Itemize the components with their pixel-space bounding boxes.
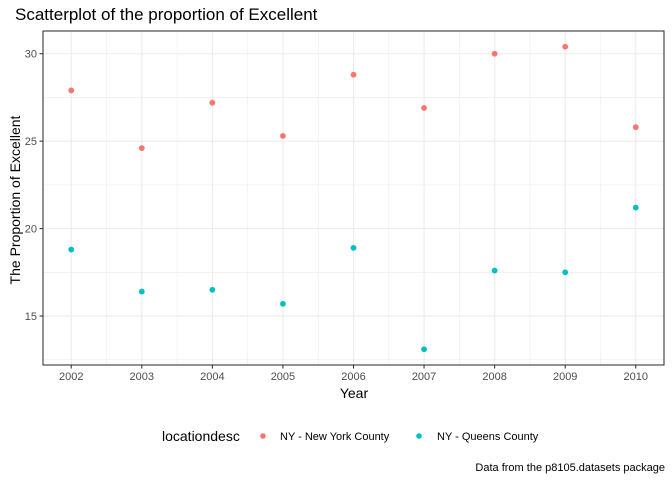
point-queens-county [632, 204, 639, 211]
grid-lines [43, 31, 664, 365]
legend-label-new-york: NY - New York County [280, 431, 390, 443]
point-queens-county [138, 288, 145, 295]
point-queens-county [209, 286, 216, 293]
x-tick-label: 2008 [482, 371, 506, 383]
point-new-york-county [562, 43, 569, 50]
y-tick-label: 15 [25, 311, 37, 323]
y-tick-label: 30 [25, 49, 37, 61]
x-axis: 2002 2003 2004 2005 2006 2007 2008 2009 2010 [59, 365, 648, 383]
point-queens-county [68, 246, 75, 253]
legend-key-new-york [260, 433, 266, 439]
point-queens-county [562, 269, 569, 276]
x-tick-label: 2002 [59, 371, 83, 383]
data-points [68, 43, 639, 353]
x-tick-label: 2007 [412, 371, 436, 383]
legend-title: locationdesc [162, 428, 240, 444]
legend-key-queens [416, 433, 422, 439]
point-queens-county [350, 244, 357, 251]
x-tick-label: 2010 [624, 371, 648, 383]
point-new-york-county [350, 71, 357, 78]
point-new-york-county [68, 87, 75, 94]
point-new-york-county [280, 133, 286, 139]
legend: locationdesc NY - New York County NY - Q… [162, 428, 539, 444]
x-axis-title: Year [340, 385, 369, 401]
chart-title: Scatterplot of the proportion of Excelle… [15, 5, 318, 24]
point-queens-county [421, 346, 427, 353]
y-axis-title: The Proportion of Excellent [7, 115, 23, 284]
legend-label-queens: NY - Queens County [437, 431, 539, 443]
x-tick-label: 2006 [341, 371, 365, 383]
x-tick-label: 2004 [200, 371, 224, 383]
point-queens-county [491, 267, 498, 274]
point-new-york-county [138, 145, 145, 152]
x-tick-label: 2005 [271, 371, 295, 383]
y-tick-label: 25 [25, 136, 37, 148]
caption: Data from the p8105.datasets package [475, 462, 665, 474]
point-queens-county [280, 300, 286, 307]
y-tick-label: 20 [25, 224, 37, 236]
x-tick-label: 2009 [553, 371, 577, 383]
point-new-york-county [491, 50, 498, 57]
point-new-york-county [632, 124, 639, 131]
y-axis: 15 20 25 30 [25, 49, 43, 323]
point-new-york-county [209, 99, 216, 106]
x-tick-label: 2003 [130, 371, 154, 383]
point-new-york-county [421, 105, 427, 111]
